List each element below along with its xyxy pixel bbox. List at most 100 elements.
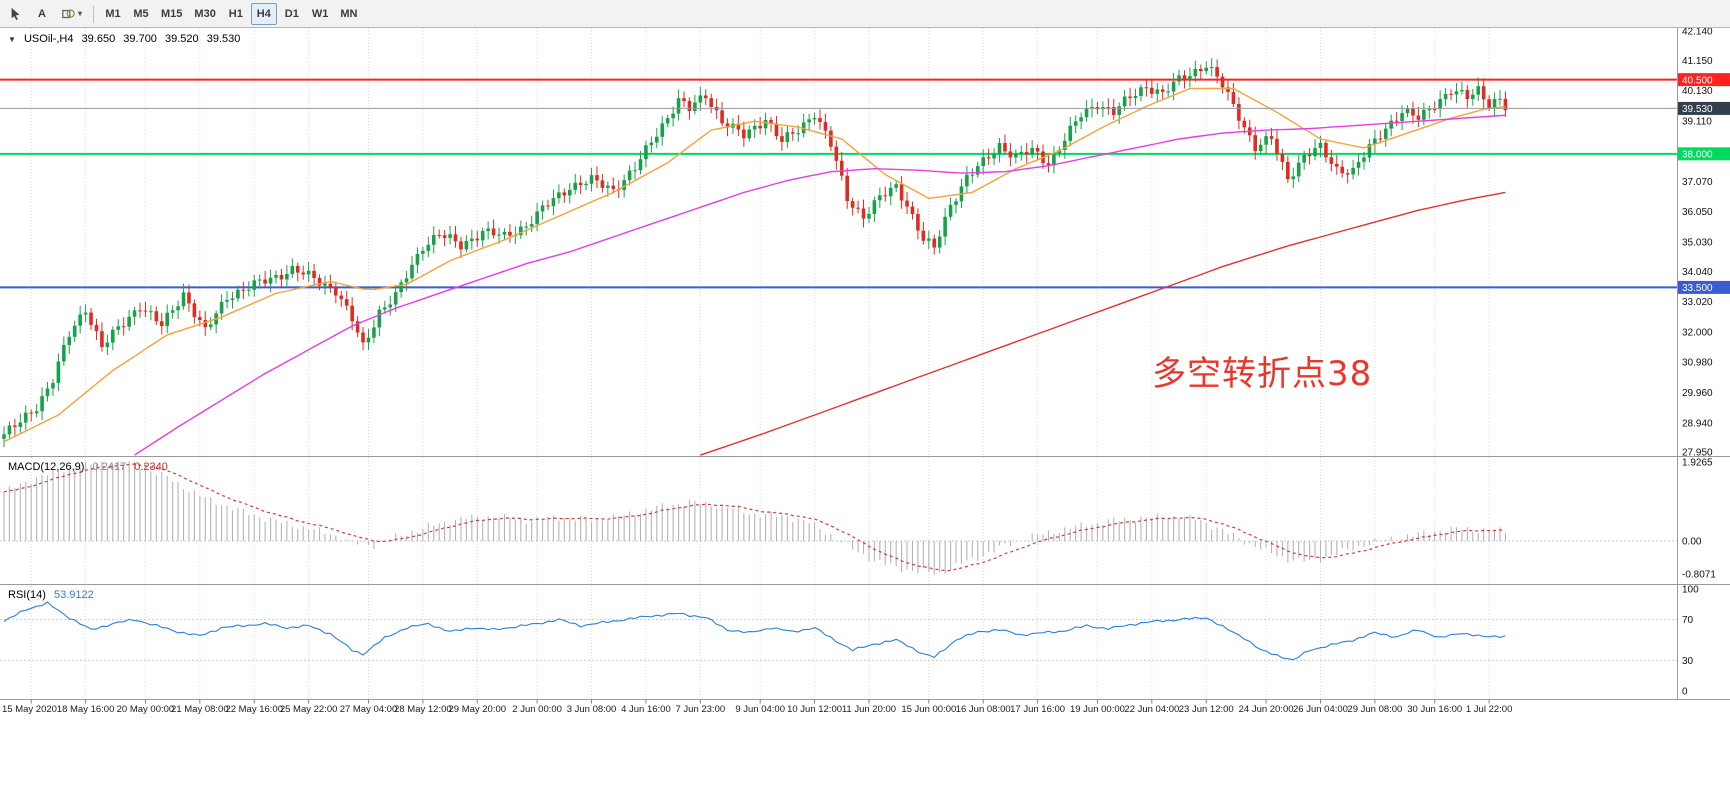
- time-scale-label: 22 Jun 04:00: [1124, 704, 1179, 715]
- rsi-line: [3, 601, 1506, 661]
- shapes-dropdown-caret-icon: ▾: [78, 9, 83, 18]
- timeframe-button-m15[interactable]: M15: [156, 3, 187, 25]
- candle-body: [937, 236, 942, 248]
- timeframe-button-d1[interactable]: D1: [279, 3, 305, 25]
- candle-body: [606, 185, 610, 188]
- time-scale-label: 11 Jun 20:00: [842, 704, 896, 715]
- timeframe-button-mn[interactable]: MN: [335, 3, 362, 25]
- text-tool-button[interactable]: A: [30, 3, 54, 25]
- candle-body: [861, 208, 866, 219]
- timeframe-button-w1[interactable]: W1: [307, 3, 334, 25]
- candle-body: [1340, 166, 1345, 174]
- candle-body: [927, 238, 931, 241]
- candle-body: [1177, 75, 1181, 82]
- candle-body: [1275, 138, 1279, 154]
- ma-slow-red: [700, 191, 1506, 456]
- candle-body: [943, 216, 947, 237]
- timeframe-button-h4[interactable]: H4: [250, 2, 277, 25]
- candle-body: [1220, 76, 1225, 88]
- horizontal-price-lines[interactable]: [0, 78, 1677, 289]
- candle-body: [263, 279, 267, 284]
- candle-body: [23, 412, 28, 423]
- candle-body: [872, 200, 877, 214]
- candle-body: [796, 133, 801, 135]
- price-scale[interactable]: 42.140 41.150 40.130 39.110 37.070 36.050 35.0…: [1678, 26, 1730, 459]
- candle-body: [1438, 99, 1442, 110]
- candle-body: [1389, 120, 1393, 129]
- candle-body: [1411, 108, 1415, 116]
- candle-body: [1253, 135, 1257, 152]
- price-scale-label: 34.040: [1682, 267, 1713, 278]
- timeframe-button-m5[interactable]: M5: [128, 3, 154, 25]
- candle-body: [954, 201, 958, 205]
- candle-body: [905, 200, 909, 207]
- timeframe-button-m1[interactable]: M1: [100, 3, 126, 25]
- ma-mid-magenta: [134, 114, 1506, 456]
- candle-body: [62, 345, 66, 362]
- candle-body: [1019, 151, 1024, 154]
- candle-body: [7, 425, 12, 435]
- candle-body: [709, 98, 713, 107]
- candle-body: [829, 130, 833, 147]
- candle-body: [1362, 157, 1366, 162]
- candle-body: [567, 189, 572, 196]
- candle-body: [1182, 75, 1187, 81]
- price-scale-label: 37.070: [1682, 177, 1713, 188]
- candle-body: [410, 264, 414, 279]
- cursor-tool-button[interactable]: [4, 3, 28, 25]
- candle-body: [459, 241, 463, 250]
- price-scale-label: 32.000: [1682, 327, 1713, 338]
- price-scale-label: 29.960: [1682, 388, 1713, 399]
- candle-body: [1318, 142, 1323, 149]
- candle-body: [393, 292, 398, 305]
- candle-body: [306, 270, 311, 275]
- timeframe-button-m30[interactable]: M30: [189, 3, 220, 25]
- candle-body: [1063, 140, 1067, 150]
- candle-body: [312, 270, 316, 278]
- panel-separators: [0, 28, 1730, 700]
- candle-body: [970, 174, 975, 176]
- candle-body: [573, 182, 577, 190]
- candle-body: [132, 310, 137, 317]
- candle-body: [1356, 161, 1361, 168]
- candle-body: [693, 102, 697, 111]
- rsi-scale[interactable]: 100 70 30 0: [1682, 585, 1699, 698]
- shapes-tool-button[interactable]: ▾: [56, 3, 87, 25]
- candle-body: [529, 224, 534, 227]
- candle-body: [1335, 163, 1339, 167]
- ma-fast-orange: [3, 87, 1506, 443]
- candle-body: [1111, 107, 1116, 115]
- candle-body: [339, 295, 344, 300]
- candle-body: [1329, 157, 1334, 164]
- candle-body: [867, 213, 871, 219]
- candle-body: [671, 113, 675, 119]
- macd-scale[interactable]: 1.9265 0.00 -0.8071: [1682, 458, 1716, 581]
- candle-body: [247, 289, 251, 291]
- candle-body: [1117, 106, 1121, 115]
- candle-body: [752, 125, 757, 130]
- candle-body: [807, 119, 811, 123]
- macd-panel: [0, 461, 1677, 575]
- candle-body: [1476, 86, 1481, 95]
- candle-body: [589, 175, 594, 184]
- candle-body: [13, 425, 17, 427]
- candle-body: [1204, 67, 1209, 72]
- candle-body: [997, 143, 1002, 154]
- timeframe-button-h1[interactable]: H1: [223, 3, 249, 25]
- price-scale-label: 28.940: [1682, 418, 1713, 429]
- candle-body: [703, 95, 708, 99]
- candle-body: [83, 312, 88, 315]
- candle-body: [948, 204, 953, 217]
- candle-body: [372, 327, 376, 338]
- candle-body: [1498, 98, 1502, 100]
- candle-body: [1084, 108, 1089, 118]
- rsi-scale-label: 0: [1682, 686, 1688, 697]
- candle-body: [1286, 161, 1290, 180]
- candle-body: [524, 226, 529, 228]
- candle-body: [551, 198, 556, 207]
- candle-body: [1193, 68, 1198, 77]
- candle-body: [742, 129, 746, 139]
- candle-body: [1046, 163, 1051, 166]
